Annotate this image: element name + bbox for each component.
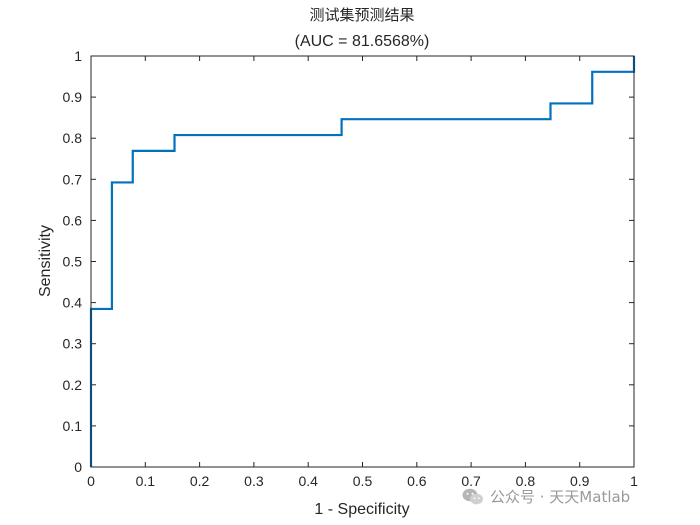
y-tick-label: 0.6 bbox=[63, 212, 83, 228]
y-tick-label: 0 bbox=[74, 459, 82, 475]
y-tick-label: 0.7 bbox=[63, 171, 83, 187]
y-tick-label: 0.4 bbox=[63, 295, 83, 311]
watermark-text: 公众号 · 天天Matlab bbox=[490, 488, 631, 506]
series-layer bbox=[89, 56, 636, 467]
x-tick-label: 0.2 bbox=[190, 473, 210, 489]
x-tick-label: 0.5 bbox=[353, 473, 373, 489]
watermark: 公众号 · 天天Matlab bbox=[462, 486, 630, 507]
y-ticks: 0 0.1 0.2 0.3 0.4 0.5 0.6 0.7 0.8 0.9 1 bbox=[63, 48, 634, 475]
y-tick-label: 0.8 bbox=[63, 130, 83, 146]
x-ticks: 0 0.1 0.2 0.3 0.4 0.5 0.6 0.7 0.8 0.9 1 bbox=[87, 56, 638, 489]
axes-box bbox=[90, 55, 635, 468]
y-tick-label: 0.5 bbox=[63, 254, 83, 270]
x-tick-label: 1 bbox=[630, 473, 638, 489]
y-tick-label: 0.9 bbox=[63, 89, 83, 105]
y-tick-label: 0.1 bbox=[63, 418, 83, 434]
y-tick-label: 0.2 bbox=[63, 377, 83, 393]
x-tick-label: 0 bbox=[87, 473, 95, 489]
wechat-icon bbox=[462, 488, 483, 505]
x-axis-label: 1 - Specificity bbox=[314, 501, 409, 518]
chart-subtitle: (AUC = 81.6568%) bbox=[295, 33, 430, 50]
chart-title: 测试集预测结果 bbox=[309, 7, 414, 24]
x-tick-label: 0.3 bbox=[244, 473, 264, 489]
x-tick-label: 0.7 bbox=[461, 473, 481, 489]
x-tick-label: 0.6 bbox=[407, 473, 427, 489]
x-tick-label: 0.9 bbox=[570, 473, 590, 489]
x-tick-label: 0.1 bbox=[136, 473, 156, 489]
plot-area bbox=[91, 56, 634, 467]
roc-curve bbox=[89, 56, 636, 467]
x-tick-label: 0.8 bbox=[516, 473, 536, 489]
y-axis-label: Sensitivity bbox=[37, 225, 54, 297]
y-tick-label: 0.3 bbox=[63, 336, 83, 352]
y-tick-label: 1 bbox=[74, 48, 82, 64]
x-tick-label: 0.4 bbox=[298, 473, 318, 489]
